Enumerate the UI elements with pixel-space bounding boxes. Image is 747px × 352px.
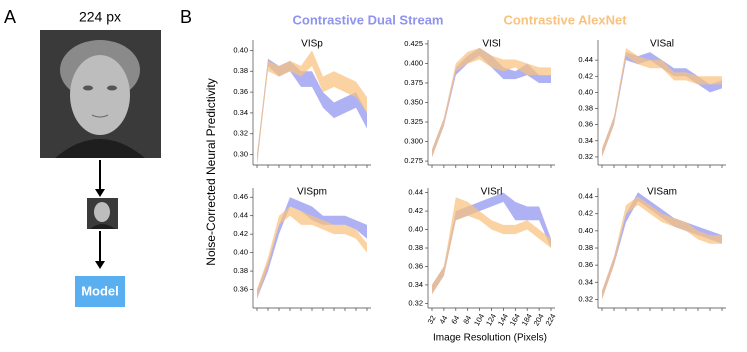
- subplot-title: VISal: [650, 39, 674, 50]
- x-tick-label: 144: [496, 312, 510, 327]
- y-tick-label: 0.30: [233, 150, 248, 159]
- y-tick-label: 0.36: [233, 285, 248, 294]
- x-tick-label: 104: [472, 312, 486, 327]
- resolution-label: 224 px: [79, 9, 121, 25]
- band: [257, 58, 367, 165]
- y-tick-label: 0.34: [578, 136, 593, 145]
- y-tick-label: 0.38: [578, 104, 593, 113]
- y-tick-label: 0.300: [404, 137, 423, 146]
- band: [432, 47, 551, 158]
- arrowhead: [95, 189, 105, 197]
- y-tick-label: 0.32: [408, 298, 423, 307]
- y-tick-label: 0.36: [578, 120, 593, 129]
- x-tick-label: 164: [508, 312, 522, 327]
- y-tick-label: 0.46: [233, 192, 248, 201]
- y-tick-label: 0.36: [408, 261, 423, 270]
- y-tick-label: 0.32: [578, 294, 593, 303]
- band: [602, 196, 722, 300]
- y-tick-label: 0.32: [233, 129, 248, 138]
- band: [602, 48, 722, 157]
- y-tick-label: 0.42: [578, 71, 593, 80]
- x-tick-label: 204: [532, 312, 546, 327]
- subplot-title: VISpm: [297, 187, 327, 198]
- y-tick-label: 0.32: [578, 152, 593, 161]
- y-tick-label: 0.38: [408, 243, 423, 252]
- band: [257, 197, 367, 299]
- y-tick-label: 0.40: [578, 226, 593, 235]
- band: [602, 192, 722, 300]
- y-tick-label: 0.44: [233, 211, 248, 220]
- y-tick-label: 0.40: [233, 248, 248, 257]
- x-tick-label: 32: [426, 314, 438, 326]
- y-tick-label: 0.42: [233, 229, 248, 238]
- y-tick-label: 0.350: [404, 97, 423, 106]
- small-photo: [87, 198, 118, 229]
- portrait-photo: [40, 30, 161, 158]
- y-tick-label: 0.44: [408, 188, 423, 197]
- band: [257, 50, 367, 165]
- model-box: [75, 276, 125, 307]
- arrowhead: [95, 261, 105, 269]
- x-tick-label: 124: [484, 312, 498, 327]
- model-label: Model: [81, 283, 119, 298]
- panel-label: B: [180, 7, 192, 27]
- y-tick-label: 0.38: [233, 66, 248, 75]
- y-tick-label: 0.38: [578, 243, 593, 252]
- y-tick-label: 0.425: [404, 39, 423, 48]
- y-tick-label: 0.42: [578, 209, 593, 218]
- panel-label: A: [4, 7, 16, 27]
- y-tick-label: 0.42: [408, 206, 423, 215]
- y-tick-label: 0.40: [408, 225, 423, 234]
- subplot-title: VISp: [301, 39, 323, 50]
- subplot-title: VISam: [647, 187, 677, 198]
- y-tick-label: 0.38: [233, 266, 248, 275]
- subplot-title: VISl: [482, 39, 500, 50]
- legend-entry: Contrastive Dual Stream: [293, 12, 444, 27]
- band: [257, 206, 367, 299]
- y-axis-label: Noise-Corrected Neural Predictivity: [204, 78, 218, 265]
- y-tick-label: 0.275: [404, 156, 423, 165]
- y-tick-label: 0.40: [233, 45, 248, 54]
- x-tick-label: 44: [437, 314, 449, 326]
- y-tick-label: 0.40: [578, 87, 593, 96]
- y-tick-label: 0.325: [404, 117, 423, 126]
- x-axis-label: Image Resolution (Pixels): [433, 333, 547, 344]
- y-tick-label: 0.44: [578, 55, 593, 64]
- x-tick-label: 184: [520, 312, 534, 327]
- x-tick-label: 64: [449, 314, 461, 326]
- y-tick-label: 0.44: [578, 192, 593, 201]
- y-tick-label: 0.400: [404, 58, 423, 67]
- subplot-title: VISrl: [481, 187, 503, 198]
- legend-entry: Contrastive AlexNet: [503, 12, 627, 27]
- y-tick-label: 0.375: [404, 78, 423, 87]
- y-tick-label: 0.36: [578, 260, 593, 269]
- x-tick-label: 224: [544, 312, 558, 327]
- y-tick-label: 0.34: [408, 280, 423, 289]
- x-tick-label: 84: [461, 314, 473, 326]
- band: [432, 47, 551, 158]
- y-tick-label: 0.34: [233, 108, 248, 117]
- y-tick-label: 0.34: [578, 277, 593, 286]
- y-tick-label: 0.36: [233, 87, 248, 96]
